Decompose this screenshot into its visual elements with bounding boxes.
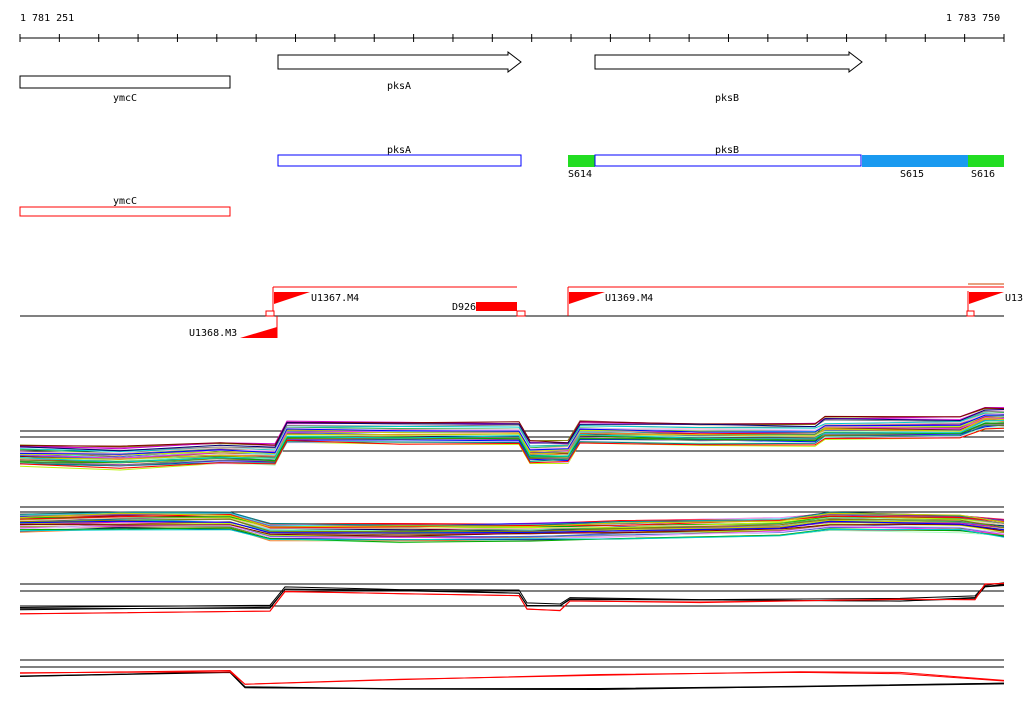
segment-S616[interactable] [968,155,1004,167]
tu-U1368-label: U1368.M3 [189,328,237,339]
expression-line [19,518,1005,533]
annot-pksB-label: pksB [715,145,739,156]
expression-line [19,585,1005,611]
annot-ymcC-box[interactable] [19,206,231,217]
segment-S614-label: S614 [568,169,592,180]
gene-ymcC-box[interactable] [19,75,231,89]
feature-D926-label: D926 [452,302,476,313]
expression-line [19,523,1005,537]
expression-line [19,413,1005,454]
expression-line [19,414,1004,455]
segment-S614[interactable] [568,155,595,167]
expression-line [19,414,1005,456]
tu-U1369-label: U1369.M4 [605,293,653,304]
expression-line [19,409,1005,452]
tu-U1367-label: U1367.M4 [311,293,359,304]
tu-U1368-flag[interactable] [240,327,277,338]
gene-pksA-arrow[interactable] [277,50,522,74]
expression-line [19,671,1005,685]
gene-pksB-arrow[interactable] [594,50,863,74]
ruler-end-label: 1 783 750 [946,13,1001,24]
expression-line [19,584,1005,610]
annot-pksA-box[interactable] [277,154,522,167]
expression-line [19,407,1005,447]
expression-line [19,524,1005,541]
segment-S615[interactable] [862,155,968,167]
expression-line [19,520,1005,534]
tu-U1369-flag[interactable] [569,292,605,304]
segment-S616-label: S616 [971,169,995,180]
expression-line [19,423,1005,466]
expression-line [19,671,1005,690]
expression-panel-all-minus [19,506,1005,544]
expression-line [19,424,1005,467]
expression-panel-all-plus [19,406,1005,471]
annotation-track-red: ymcC [19,196,231,217]
tu-U1367-flag[interactable] [274,292,310,304]
tu-U13-flag[interactable] [969,292,1004,304]
annotation-track-blue: pksA pksB S614 S615 S616 [277,145,1004,180]
expression-panel-summary-minus [19,659,1005,691]
expression-line [19,583,1005,615]
annot-pksB-box[interactable] [594,154,862,167]
expression-line [19,671,1005,691]
annot-pksA-label: pksA [387,145,411,156]
expression-line [19,417,1005,460]
expression-line [19,528,1005,541]
expression-line [19,420,1005,463]
expression-panel-summary-plus [19,582,1005,615]
expression-line [19,427,1005,469]
gene-pksA-label: pksA [387,81,411,92]
gene-ymcC-label: ymcC [113,93,137,104]
gene-pksB-label: pksB [715,93,739,104]
expression-line [19,582,1005,608]
coordinate-ruler [19,34,1005,42]
expression-line [19,512,1005,528]
segment-S615-label: S615 [900,169,924,180]
feature-D926-box[interactable] [476,302,517,311]
ruler-start-label: 1 781 251 [20,13,75,24]
annot-ymcC-label: ymcC [113,196,137,207]
transcription-unit-track: U1367.M4 D926 U1368.M3 U1369.M4 U13 [20,283,1023,339]
tu-U13-label: U13 [1005,293,1023,304]
gene-track: ymcC pksA pksB [19,50,863,104]
